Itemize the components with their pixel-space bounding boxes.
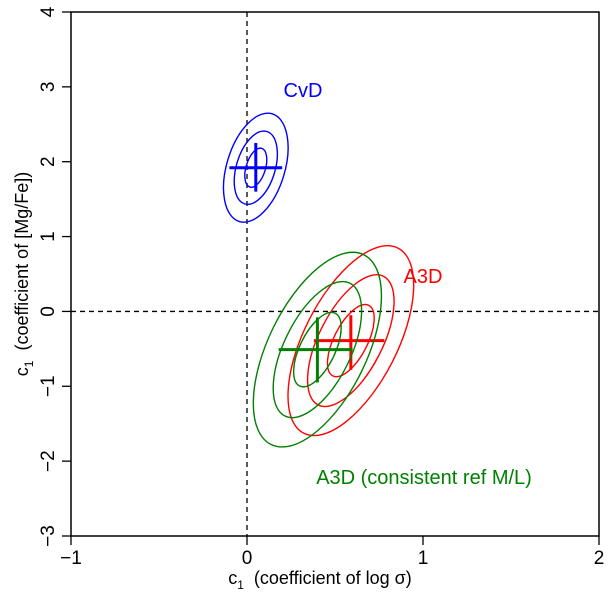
axis-ticks: −1 0 1 2 −3 −2 −1 0 1 2 3 4 <box>38 6 604 569</box>
series-group <box>287 245 415 437</box>
y-tick-label-group: 0 <box>38 306 59 317</box>
y-tick-label: 2 <box>38 156 59 167</box>
y-tick-label-group: 1 <box>38 231 59 242</box>
series-label-cvd: CvD <box>284 80 323 102</box>
y-tick-label: −3 <box>38 525 59 547</box>
y-tick-label: −1 <box>38 375 59 397</box>
y-tick-label-group: −2 <box>38 450 59 472</box>
x-tick-label: 1 <box>418 548 429 569</box>
y-tick-label-group: 2 <box>38 156 59 167</box>
y-tick-label: 1 <box>38 231 59 242</box>
confidence-ellipse <box>287 245 415 437</box>
confidence-ellipse <box>292 311 342 388</box>
y-tick-label-group: 4 <box>38 6 59 17</box>
y-tick-label-group: −3 <box>38 525 59 547</box>
reference-lines <box>71 12 599 536</box>
series-label-a3d: A3D <box>404 266 443 288</box>
confidence-ellipse <box>244 147 268 188</box>
y-axis-title-rest: (coefficient of [Mg/Fe]) <box>12 172 32 361</box>
y-axis-title-sub: 1 <box>22 360 36 367</box>
plot-frame <box>70 11 600 537</box>
y-tick-label: 3 <box>38 82 59 93</box>
series-group <box>222 112 289 223</box>
x-axis-title-sub: 1 <box>237 578 244 592</box>
y-tick-label: 0 <box>38 306 59 317</box>
y-tick-label-group: 3 <box>38 82 59 93</box>
confidence-ellipse <box>222 112 289 223</box>
y-axis-title: c1 (coefficient of [Mg/Fe]) <box>12 172 36 376</box>
x-tick-label: 0 <box>242 548 253 569</box>
confidence-ellipse <box>233 130 279 206</box>
confidence-ellipse <box>326 303 375 378</box>
y-tick-label: −2 <box>38 450 59 472</box>
x-axis-title: c1 (coefficient of log σ) <box>228 568 412 592</box>
series-group <box>252 251 383 448</box>
y-axis-title-main: c <box>12 367 32 376</box>
series-layer <box>222 112 415 448</box>
x-tick-label: −1 <box>60 548 82 569</box>
confidence-ellipse <box>252 251 383 448</box>
series-label-a3d-consistent: A3D (consistent ref M/L) <box>316 467 532 489</box>
y-tick-label: 4 <box>38 6 59 17</box>
x-axis-title-main: c <box>228 568 237 588</box>
x-axis-title-rest: (coefficient of log σ) <box>244 568 412 588</box>
confidence-ellipse <box>272 280 363 419</box>
y-tick-label-group: −1 <box>38 375 59 397</box>
x-tick-label: 2 <box>594 548 605 569</box>
